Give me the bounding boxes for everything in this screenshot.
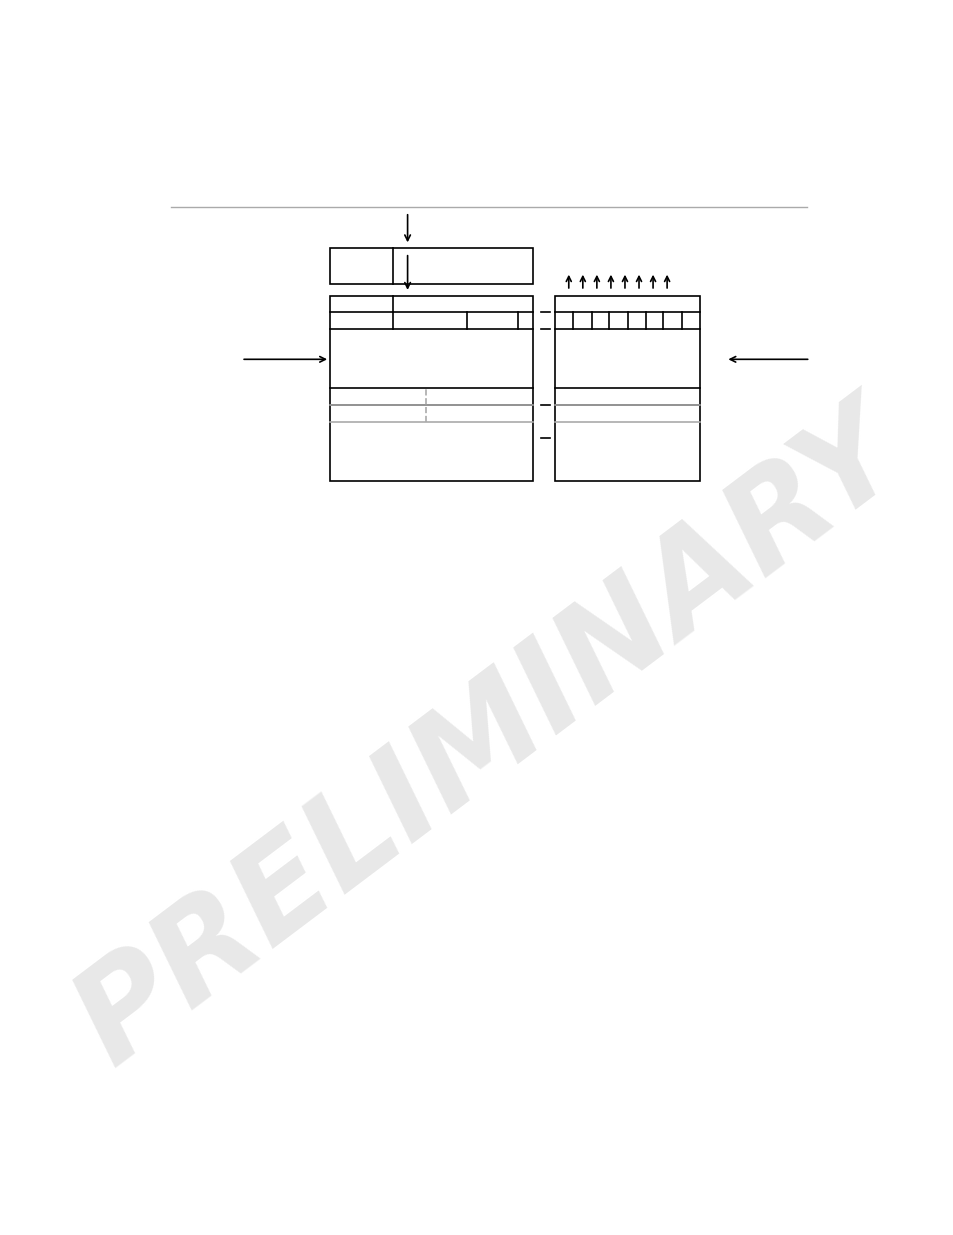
Text: PRELIMINARY: PRELIMINARY [51,387,925,1089]
Bar [330,295,533,482]
Bar [330,248,533,284]
Bar [555,295,699,482]
